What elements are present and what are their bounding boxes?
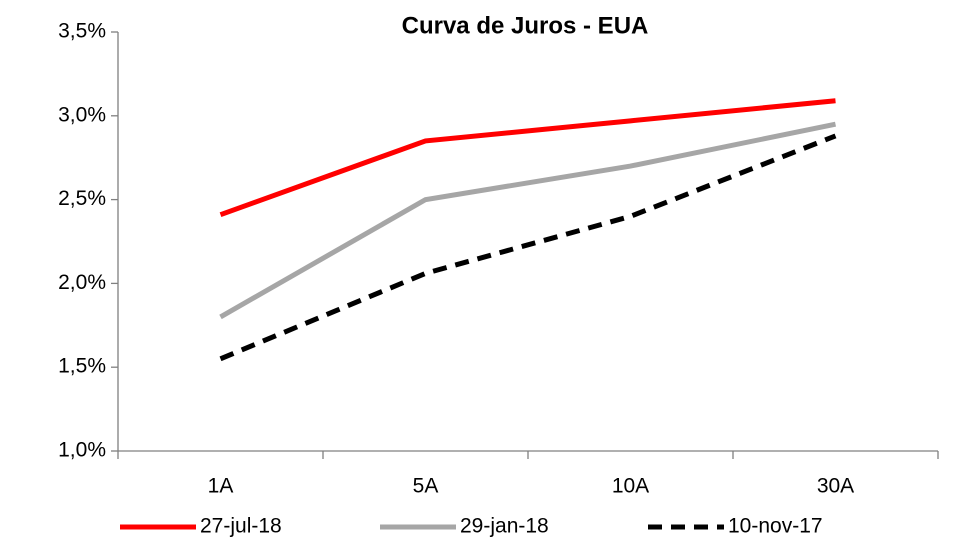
y-tick-label: 1,0% xyxy=(58,439,106,462)
chart-title: Curva de Juros - EUA xyxy=(402,12,649,39)
y-tick-label: 2,0% xyxy=(58,271,106,294)
x-tick-label: 1A xyxy=(208,475,234,498)
x-tick-label: 10A xyxy=(612,475,649,498)
line-series xyxy=(219,98,836,218)
legend-label: 10-nov-17 xyxy=(728,515,823,538)
y-tick-label: 3,5% xyxy=(58,20,106,43)
y-tick-label: 3,0% xyxy=(58,103,106,126)
y-tick-label: 1,5% xyxy=(58,355,106,378)
line-series xyxy=(219,133,837,362)
line-series xyxy=(219,121,837,320)
legend-label: 27-jul-18 xyxy=(200,515,282,538)
y-tick-label: 2,5% xyxy=(58,187,106,210)
x-tick-label: 30A xyxy=(817,475,854,498)
legend-label: 29-jan-18 xyxy=(460,515,549,538)
x-tick-label: 5A xyxy=(413,475,439,498)
